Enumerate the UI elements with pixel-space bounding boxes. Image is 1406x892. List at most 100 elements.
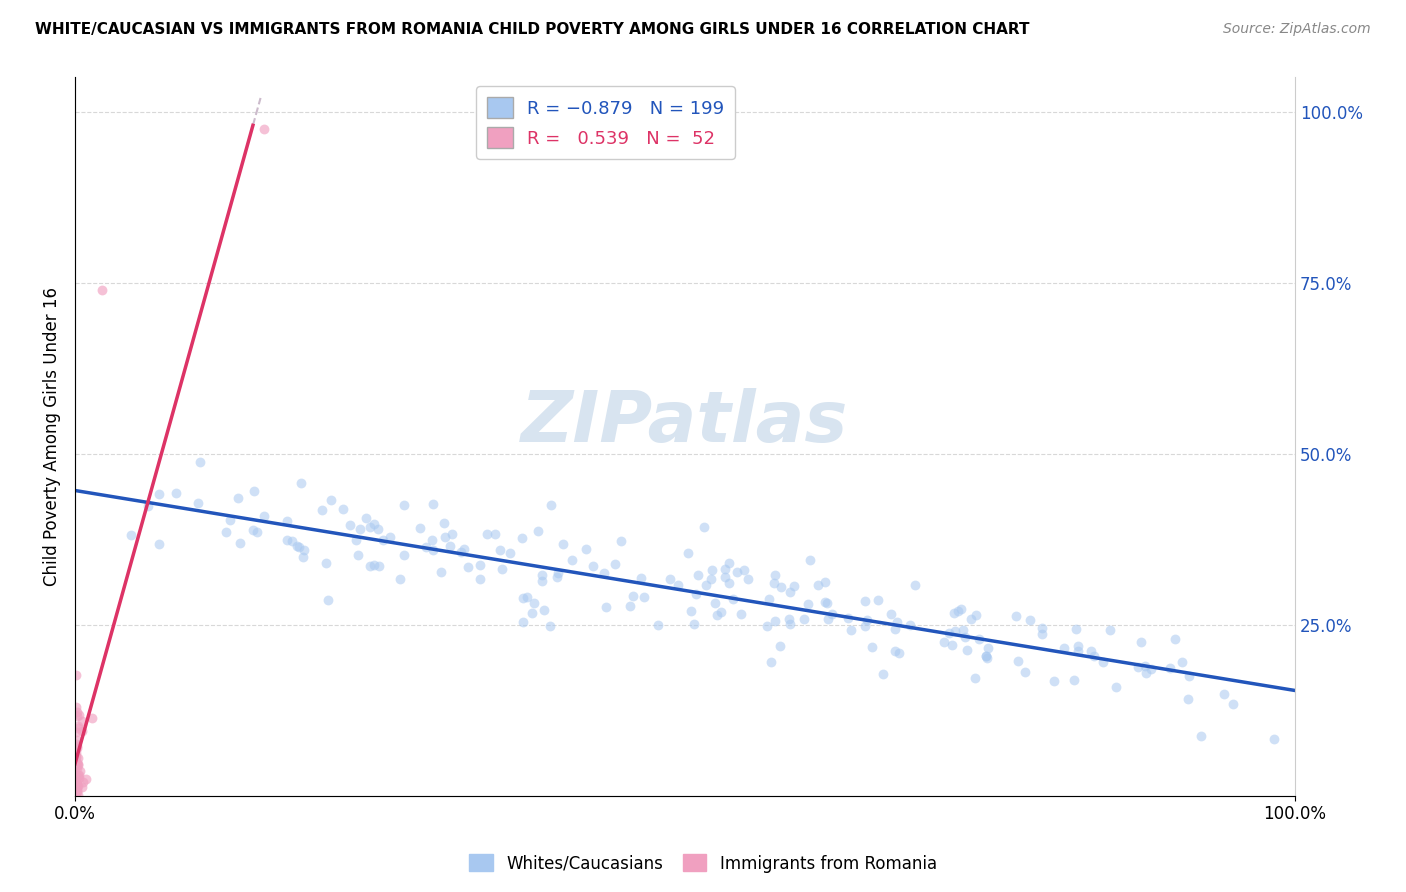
Point: [344, 533, 367, 547]
Point: [67, 756, 90, 771]
Legend: Whites/Caucasians, Immigrants from Romania: Whites/Caucasians, Immigrants from Roman…: [463, 847, 943, 880]
Point: [450, 544, 472, 558]
Point: [621, 589, 644, 603]
Point: [1007, 654, 1029, 668]
Point: [779, 584, 801, 599]
Point: [363, 517, 385, 532]
Point: [66, 756, 89, 771]
Point: [90, 283, 112, 297]
Point: [65, 788, 87, 802]
Point: [1053, 641, 1076, 656]
Point: [287, 540, 309, 554]
Point: [960, 612, 983, 626]
Point: [1140, 662, 1163, 676]
Point: [276, 533, 298, 547]
Point: [725, 565, 748, 579]
Point: [1067, 639, 1090, 653]
Point: [853, 618, 876, 632]
Point: [66, 761, 89, 775]
Point: [468, 558, 491, 572]
Point: [66, 778, 89, 792]
Point: [1163, 632, 1185, 647]
Point: [1080, 644, 1102, 658]
Point: [765, 568, 787, 582]
Point: [65, 775, 87, 789]
Point: [953, 630, 976, 644]
Point: [762, 576, 785, 591]
Point: [475, 527, 498, 541]
Point: [633, 591, 655, 605]
Point: [1099, 624, 1122, 638]
Point: [378, 531, 401, 545]
Y-axis label: Child Poverty Among Girls Under 16: Child Poverty Among Girls Under 16: [44, 287, 60, 586]
Point: [814, 575, 837, 590]
Point: [510, 531, 533, 545]
Point: [1083, 649, 1105, 664]
Legend: R = −0.879   N = 199, R =   0.539   N =  52: R = −0.879 N = 199, R = 0.539 N = 52: [477, 87, 735, 159]
Point: [488, 542, 510, 557]
Point: [67, 708, 90, 723]
Point: [70, 714, 93, 728]
Point: [66, 784, 89, 798]
Point: [65, 759, 87, 773]
Point: [1092, 656, 1115, 670]
Point: [429, 566, 451, 580]
Point: [363, 558, 385, 572]
Point: [512, 615, 534, 629]
Point: [666, 578, 689, 592]
Point: [856, 613, 879, 627]
Point: [713, 562, 735, 576]
Point: [148, 537, 170, 551]
Point: [229, 535, 252, 549]
Point: [1212, 687, 1234, 701]
Point: [65, 668, 87, 682]
Point: [332, 502, 354, 516]
Point: [934, 634, 956, 648]
Point: [253, 121, 276, 136]
Point: [898, 618, 921, 632]
Point: [491, 562, 513, 576]
Point: [318, 593, 340, 607]
Text: WHITE/CAUCASIAN VS IMMIGRANTS FROM ROMANIA CHILD POVERTY AMONG GIRLS UNDER 16 CO: WHITE/CAUCASIAN VS IMMIGRANTS FROM ROMAN…: [35, 22, 1029, 37]
Point: [948, 604, 970, 618]
Point: [66, 709, 89, 723]
Point: [349, 522, 371, 536]
Point: [65, 768, 87, 782]
Point: [688, 568, 710, 582]
Point: [974, 649, 997, 664]
Point: [70, 724, 93, 739]
Point: [422, 533, 444, 548]
Point: [950, 602, 973, 616]
Point: [453, 542, 475, 557]
Text: Source: ZipAtlas.com: Source: ZipAtlas.com: [1223, 22, 1371, 37]
Point: [702, 563, 724, 577]
Point: [291, 549, 314, 564]
Point: [218, 513, 240, 527]
Point: [65, 778, 87, 792]
Point: [67, 768, 90, 782]
Point: [1189, 729, 1212, 743]
Point: [582, 558, 605, 573]
Point: [717, 576, 740, 591]
Point: [66, 758, 89, 772]
Point: [718, 556, 741, 570]
Point: [820, 607, 842, 621]
Point: [884, 644, 907, 658]
Point: [65, 780, 87, 795]
Point: [65, 782, 87, 797]
Point: [285, 539, 308, 553]
Point: [619, 599, 641, 614]
Point: [872, 667, 894, 681]
Point: [546, 570, 568, 584]
Point: [242, 524, 264, 538]
Point: [965, 607, 987, 622]
Point: [280, 534, 302, 549]
Point: [290, 475, 312, 490]
Point: [409, 520, 432, 534]
Point: [367, 522, 389, 536]
Point: [1130, 635, 1153, 649]
Point: [188, 455, 211, 469]
Point: [815, 596, 838, 610]
Point: [1031, 621, 1053, 635]
Point: [65, 755, 87, 769]
